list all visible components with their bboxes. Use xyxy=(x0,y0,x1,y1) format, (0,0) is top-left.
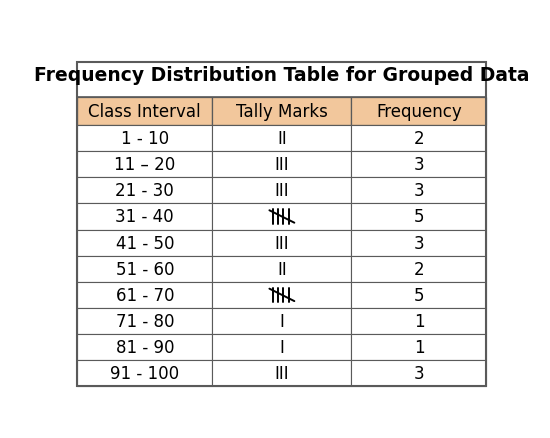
Bar xyxy=(77,256,212,282)
Text: 3: 3 xyxy=(414,182,424,200)
Bar xyxy=(351,152,487,178)
Bar xyxy=(77,152,212,178)
Bar xyxy=(351,256,487,282)
Bar xyxy=(351,230,487,256)
Bar xyxy=(77,334,212,360)
Text: 21 - 30: 21 - 30 xyxy=(116,182,174,200)
Bar xyxy=(351,178,487,204)
Bar xyxy=(212,256,351,282)
Text: 5: 5 xyxy=(414,286,424,304)
Text: 2: 2 xyxy=(414,260,424,278)
Text: Tally Marks: Tally Marks xyxy=(236,103,328,121)
Text: III: III xyxy=(274,156,289,174)
Text: 61 - 70: 61 - 70 xyxy=(116,286,174,304)
Text: I: I xyxy=(279,312,284,330)
Text: 3: 3 xyxy=(414,234,424,252)
Bar xyxy=(212,126,351,152)
Text: Frequency Distribution Table for Grouped Data: Frequency Distribution Table for Grouped… xyxy=(34,66,530,85)
Text: 51 - 60: 51 - 60 xyxy=(116,260,174,278)
Bar xyxy=(212,308,351,334)
Bar xyxy=(351,98,487,126)
Text: 31 - 40: 31 - 40 xyxy=(116,208,174,226)
Bar xyxy=(77,360,212,386)
Bar xyxy=(212,282,351,308)
Text: III: III xyxy=(274,182,289,200)
Bar xyxy=(351,126,487,152)
Text: I: I xyxy=(279,339,284,357)
Text: 1 - 10: 1 - 10 xyxy=(121,130,169,148)
Bar xyxy=(351,204,487,230)
Bar xyxy=(77,282,212,308)
Text: Class Interval: Class Interval xyxy=(89,103,201,121)
Text: 2: 2 xyxy=(414,130,424,148)
Text: 71 - 80: 71 - 80 xyxy=(116,312,174,330)
Bar xyxy=(212,178,351,204)
Bar xyxy=(77,230,212,256)
Bar xyxy=(212,360,351,386)
Bar xyxy=(212,98,351,126)
Bar xyxy=(77,98,487,386)
Bar xyxy=(351,360,487,386)
Text: Frequency: Frequency xyxy=(376,103,462,121)
Text: 81 - 90: 81 - 90 xyxy=(116,339,174,357)
Text: II: II xyxy=(277,130,287,148)
Text: II: II xyxy=(277,260,287,278)
Text: 3: 3 xyxy=(414,364,424,382)
Text: 1: 1 xyxy=(414,312,424,330)
Bar xyxy=(212,204,351,230)
Bar xyxy=(351,282,487,308)
Text: 1: 1 xyxy=(414,339,424,357)
Text: 91 - 100: 91 - 100 xyxy=(110,364,179,382)
Bar xyxy=(77,126,212,152)
Bar xyxy=(77,98,212,126)
Bar xyxy=(212,152,351,178)
Text: 5: 5 xyxy=(414,208,424,226)
Bar xyxy=(351,334,487,360)
Bar xyxy=(212,230,351,256)
Bar xyxy=(77,204,212,230)
Text: III: III xyxy=(274,364,289,382)
Text: 11 – 20: 11 – 20 xyxy=(114,156,175,174)
Bar xyxy=(77,308,212,334)
Bar xyxy=(351,308,487,334)
Text: III: III xyxy=(274,234,289,252)
Bar xyxy=(77,178,212,204)
Bar xyxy=(212,334,351,360)
Text: 3: 3 xyxy=(414,156,424,174)
Text: 41 - 50: 41 - 50 xyxy=(116,234,174,252)
